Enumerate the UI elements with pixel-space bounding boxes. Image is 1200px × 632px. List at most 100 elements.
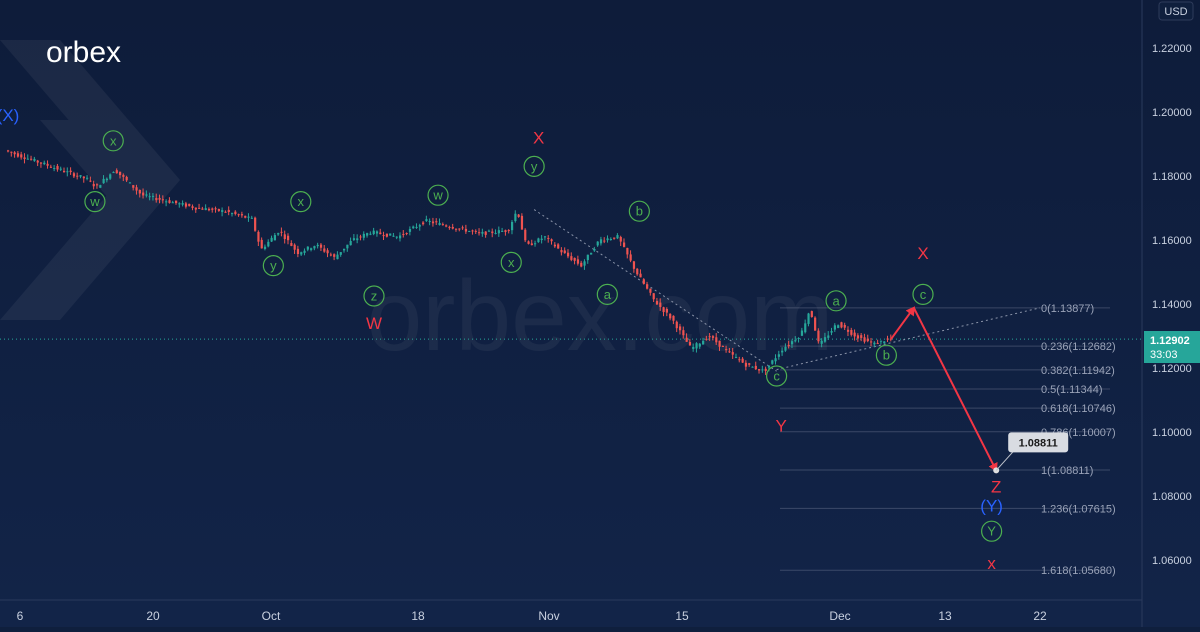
candle-body [425,219,428,222]
candle-body [234,211,237,214]
wave-label: w [432,188,443,203]
candle-body [230,213,234,215]
candle-body [62,170,66,173]
price-axis[interactable]: 1.22000 1.20000 1.18000 1.16000 1.14000 1.120… [1141,0,1192,627]
candle-body [764,368,767,371]
candle-body [662,307,665,313]
candle-body [886,338,889,340]
candle-body [49,166,53,168]
candle-body [711,336,715,338]
candle-body [263,246,267,249]
candle-body [603,240,606,242]
fib-level-label: 0.382(1.11942) [1041,365,1115,377]
wave-label: x [298,194,305,209]
wave-label: b [636,204,643,219]
candle-body [339,252,342,255]
time-tick-label: 6 [17,609,24,623]
candle-body [277,233,280,235]
candle-body [168,200,171,203]
candle-body [204,208,207,211]
candle-body [36,160,39,163]
candle-body [145,194,148,196]
candle-body [273,235,277,241]
candle-body [626,247,629,255]
candle-body [142,192,145,196]
candle-body [151,195,155,197]
candle-body [708,336,711,338]
projection-up-arrow [890,306,916,340]
candle-body [850,329,853,335]
candle-body [342,248,346,251]
candle-body [250,217,253,219]
wave-label: a [604,287,612,302]
wave-label: y [270,258,277,273]
price-tick-label: 1.10000 [1152,427,1192,439]
candle-body [313,246,316,249]
time-tick-label: Dec [829,609,850,623]
candle-body [524,229,527,241]
currency-label: USD [1164,6,1187,18]
candle-body [310,248,313,250]
candle-body [606,238,609,241]
candle-body [69,170,72,173]
candle-body [240,214,244,216]
time-tick-label: 13 [938,609,952,623]
candle-body [560,250,563,253]
fib-level-label: 0.618(1.10746) [1041,403,1116,415]
candle-body [132,185,135,188]
fib-level-label: 1(1.08811) [1041,465,1093,477]
candle-body [418,225,421,227]
candle-body [501,230,504,232]
candle-body [405,233,408,235]
candle-body [188,203,191,206]
candle-body [659,302,662,307]
candle-body [260,239,263,249]
wave-label-circle [290,191,312,213]
wave-label: Z [991,477,1001,496]
candle-body [507,230,510,232]
candle-body [830,331,833,333]
candle-body [744,362,748,367]
candle-body [698,343,701,347]
candle-body [13,152,16,155]
wave-label: X [533,129,544,148]
candle-body [810,311,813,317]
candle-body [346,244,349,249]
candle-body [247,216,250,218]
candle-body [43,162,46,165]
candle-body [194,207,197,210]
candle-body [191,206,194,208]
candle-body [221,210,224,212]
wave-label-circle [875,344,898,366]
time-axis[interactable]: 6 20 Oct 18 Nov 15 Dec 13 22 [0,599,1142,623]
candle-body [774,358,777,362]
candle-body [866,338,869,342]
candle-body [494,232,497,234]
candle-body [349,240,352,246]
candle-body [856,335,860,339]
candle-body [16,153,20,157]
candle-body [530,243,533,246]
candle-body [873,342,876,345]
currency-badge[interactable]: USD [1158,1,1194,21]
candle-body [125,176,128,181]
candle-body [728,351,731,353]
wave-label-circle [912,283,934,305]
candle-body [573,257,576,261]
candle-body [781,350,784,353]
wave-label: W [366,314,382,333]
fib-level-label: 0(1.13877) [1041,303,1094,315]
candle-body [296,248,300,255]
candle-body [10,151,13,153]
candle-body [738,359,741,361]
candle-body [514,213,517,222]
wave-label-circle [427,184,449,206]
wave-label: b [883,348,890,363]
candle-body [217,209,221,211]
candle-body [510,221,514,231]
wave-label-circle [363,285,385,307]
candle-body [293,244,296,250]
wave-labels: (X) x w x y zWw x Xy b a c Ya b Xc Z(Y) Yx [0,106,1003,573]
candle-body [879,340,883,342]
